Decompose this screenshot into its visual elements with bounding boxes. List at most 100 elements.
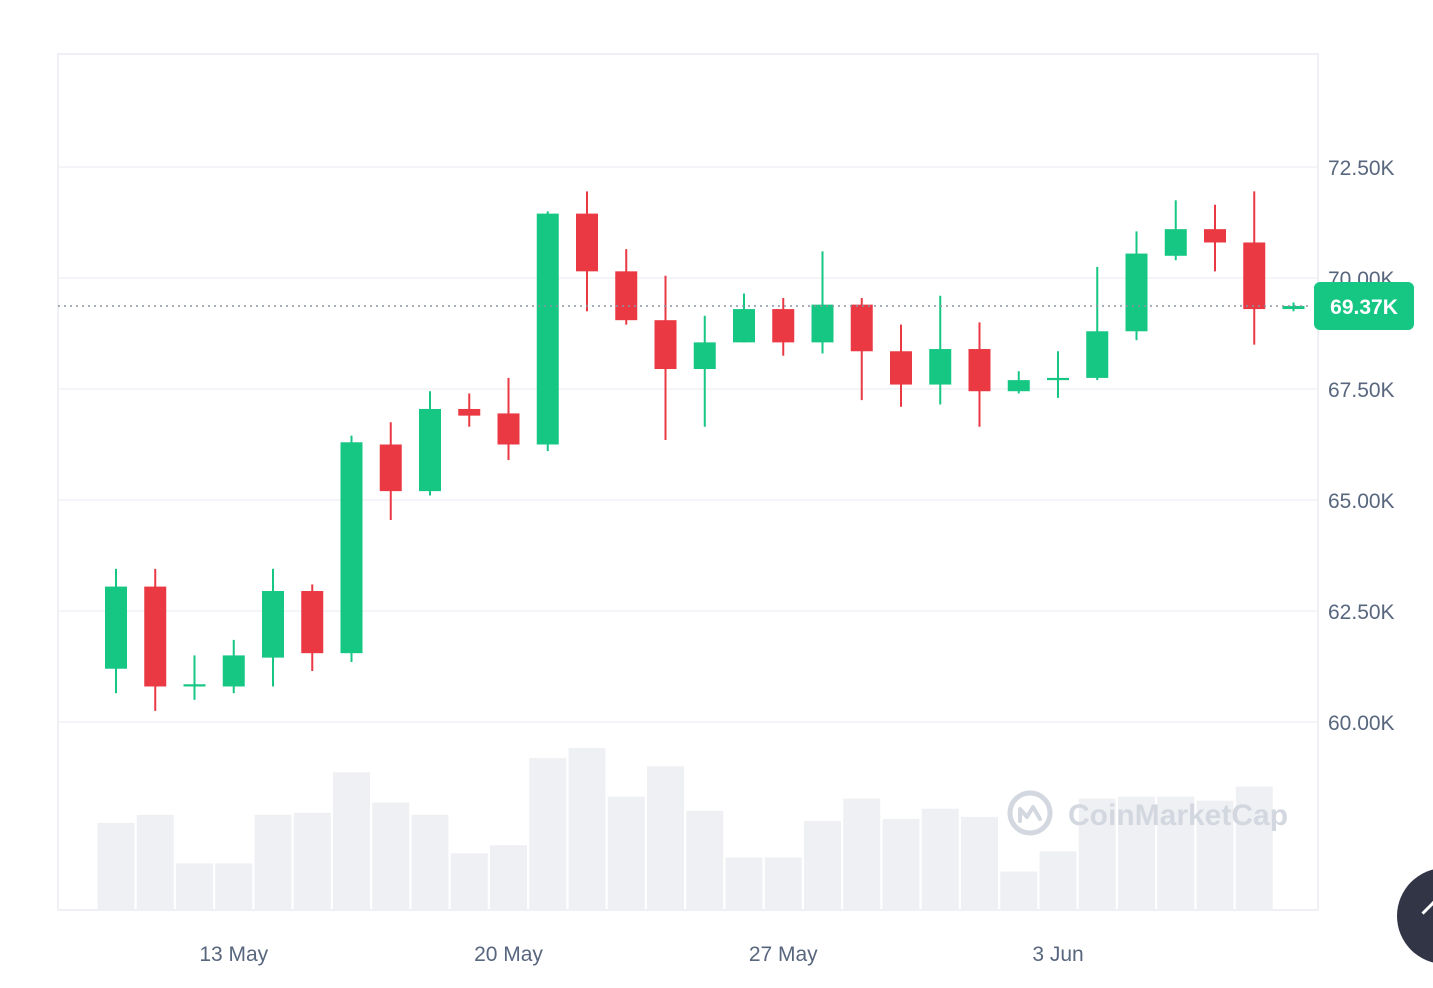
volume-bar [686, 810, 724, 910]
volume-bar [804, 820, 841, 910]
volume-bar [333, 772, 370, 910]
candle-body [1047, 377, 1069, 381]
candle-body [497, 413, 520, 445]
candle [1086, 266, 1109, 381]
candle-body [105, 586, 127, 669]
volume-bar [97, 822, 135, 910]
volume-bar [293, 812, 331, 910]
candle [733, 293, 755, 343]
candle [890, 324, 912, 407]
candle-body [1243, 242, 1266, 310]
x-tick-label: 3 Jun [1032, 943, 1083, 966]
candle-body [183, 684, 206, 687]
candle-body [262, 591, 284, 658]
volume-bar [1039, 851, 1077, 910]
candle [458, 393, 481, 427]
candle-body [890, 351, 912, 385]
candle [497, 377, 520, 461]
candle-body [1007, 380, 1030, 392]
candle-body [458, 408, 481, 416]
candle [772, 297, 795, 356]
watermark: CoinMarketCap [1007, 790, 1288, 836]
candle-body [1086, 331, 1109, 378]
volume-bar [411, 814, 449, 910]
volume-bar [764, 857, 802, 910]
candle-body [301, 591, 324, 654]
candle-body [144, 586, 167, 687]
y-tick-label: 62.50K [1328, 601, 1395, 624]
candle-body [654, 320, 677, 370]
volume-bar [176, 863, 213, 910]
volume-bar [1118, 796, 1155, 910]
volume-bar [607, 796, 645, 910]
candle [1007, 371, 1030, 394]
y-tick-label: 67.50K [1328, 379, 1395, 402]
coinmarketcap-logo-icon [1007, 790, 1053, 836]
price-tag-label: 69.37K [1330, 296, 1398, 319]
candle [340, 435, 363, 663]
volume-bar [568, 748, 606, 910]
arrow-up-icon [1421, 900, 1433, 925]
plot-frame [57, 53, 1319, 911]
candle [576, 191, 598, 312]
candle-body [1282, 305, 1305, 310]
y-tick-label: 60.00K [1328, 712, 1395, 735]
candle [1125, 231, 1148, 341]
candle [379, 422, 402, 520]
y-tick-label: 65.00K [1328, 490, 1395, 513]
volume-bar [1235, 786, 1273, 910]
candle [1282, 302, 1305, 312]
candle-body [1125, 253, 1148, 332]
candle-body [1204, 229, 1226, 243]
volume-bar [961, 816, 998, 910]
candle [1204, 204, 1226, 272]
volume-bar [725, 857, 763, 910]
candle [1047, 351, 1069, 398]
candle-body [576, 213, 598, 272]
candle [968, 322, 991, 427]
candle [183, 655, 206, 700]
candle-body [811, 304, 834, 343]
volume-bar [1157, 796, 1195, 910]
volume-bar [529, 758, 567, 910]
x-axis-labels: 13 May 20 May 27 May 3 Jun [199, 943, 1083, 966]
x-tick-label: 27 May [749, 943, 818, 966]
volume-bar [921, 808, 959, 910]
candle-body [222, 655, 245, 687]
candle-body [1164, 229, 1187, 256]
volume-bars [97, 748, 1273, 910]
volume-bar [647, 766, 684, 910]
candle [811, 251, 834, 354]
candle-body [340, 442, 363, 654]
candle [850, 297, 873, 401]
candle-body [379, 444, 402, 492]
y-tick-label: 72.50K [1328, 157, 1395, 180]
candle [262, 568, 284, 687]
candle [693, 315, 716, 427]
candle [615, 249, 638, 325]
volume-bar [1000, 871, 1038, 910]
volume-bar [490, 845, 527, 910]
price-tag-background [1314, 281, 1414, 330]
volume-bar [254, 814, 292, 910]
x-tick-label: 13 May [199, 943, 268, 966]
candle [1164, 200, 1187, 261]
volume-bar [136, 814, 174, 910]
candle-body [850, 304, 873, 352]
candle-body [772, 309, 795, 343]
candle [419, 391, 441, 496]
candle [144, 568, 167, 711]
candle-body [536, 213, 559, 445]
watermark-text: CoinMarketCap [1068, 799, 1288, 832]
current-price-tag: 69.37K [1314, 281, 1414, 330]
volume-bar [882, 818, 920, 910]
volume-bar [450, 853, 488, 910]
volume-bar [215, 863, 253, 910]
candle-body [693, 342, 716, 370]
candle [222, 639, 245, 694]
candle [929, 295, 952, 405]
candle-body [929, 349, 952, 385]
volume-bar [372, 802, 410, 910]
